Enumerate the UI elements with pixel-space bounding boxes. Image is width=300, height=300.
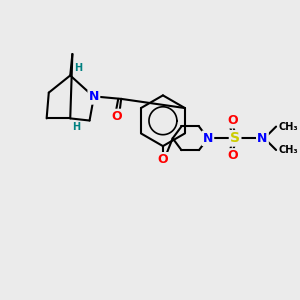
Text: O: O [228, 149, 238, 162]
Text: N: N [89, 90, 99, 104]
Text: S: S [230, 131, 240, 145]
Text: N: N [257, 132, 268, 145]
Text: CH₃: CH₃ [278, 145, 298, 155]
Text: H: H [74, 62, 82, 73]
Text: O: O [111, 110, 122, 123]
Text: O: O [158, 153, 168, 166]
Text: O: O [228, 114, 238, 127]
Text: N: N [202, 132, 213, 145]
Text: CH₃: CH₃ [278, 122, 298, 132]
Text: H: H [72, 122, 80, 132]
